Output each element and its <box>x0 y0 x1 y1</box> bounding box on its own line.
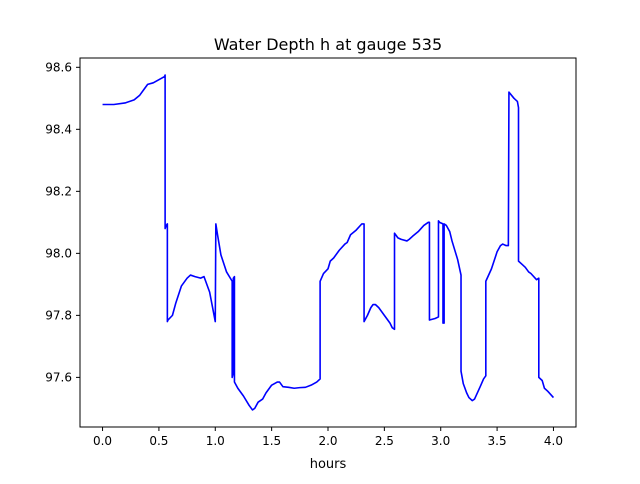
y-tick-label: 98.0 <box>45 246 72 260</box>
y-tick-label: 97.6 <box>45 370 72 384</box>
plot-area-frame <box>79 57 577 428</box>
x-tick-label: 0.0 <box>93 434 112 448</box>
x-axis-ticks: 0.0 0.5 1.0 1.5 2.0 2.5 3.0 3.5 4.0 <box>93 427 563 448</box>
y-tick-label: 98.6 <box>45 60 72 74</box>
x-tick-label: 2.0 <box>318 434 337 448</box>
y-tick-label: 98.4 <box>45 122 72 136</box>
chart-title: Water Depth h at gauge 535 <box>214 35 442 54</box>
x-tick-label: 2.5 <box>375 434 394 448</box>
y-axis-ticks: 97.6 97.8 98.0 98.2 98.4 98.6 <box>45 60 80 384</box>
x-tick-label: 3.0 <box>431 434 450 448</box>
x-tick-label: 4.0 <box>544 434 563 448</box>
x-axis-label: hours <box>310 457 347 472</box>
x-tick-label: 0.5 <box>149 434 168 448</box>
x-tick-label: 1.5 <box>262 434 281 448</box>
series-layer <box>102 74 555 411</box>
x-tick-label: 3.5 <box>488 434 507 448</box>
y-tick-label: 97.8 <box>45 308 72 322</box>
series-line-0 <box>102 74 555 411</box>
x-tick-label: 1.0 <box>206 434 225 448</box>
y-tick-label: 98.2 <box>45 184 72 198</box>
